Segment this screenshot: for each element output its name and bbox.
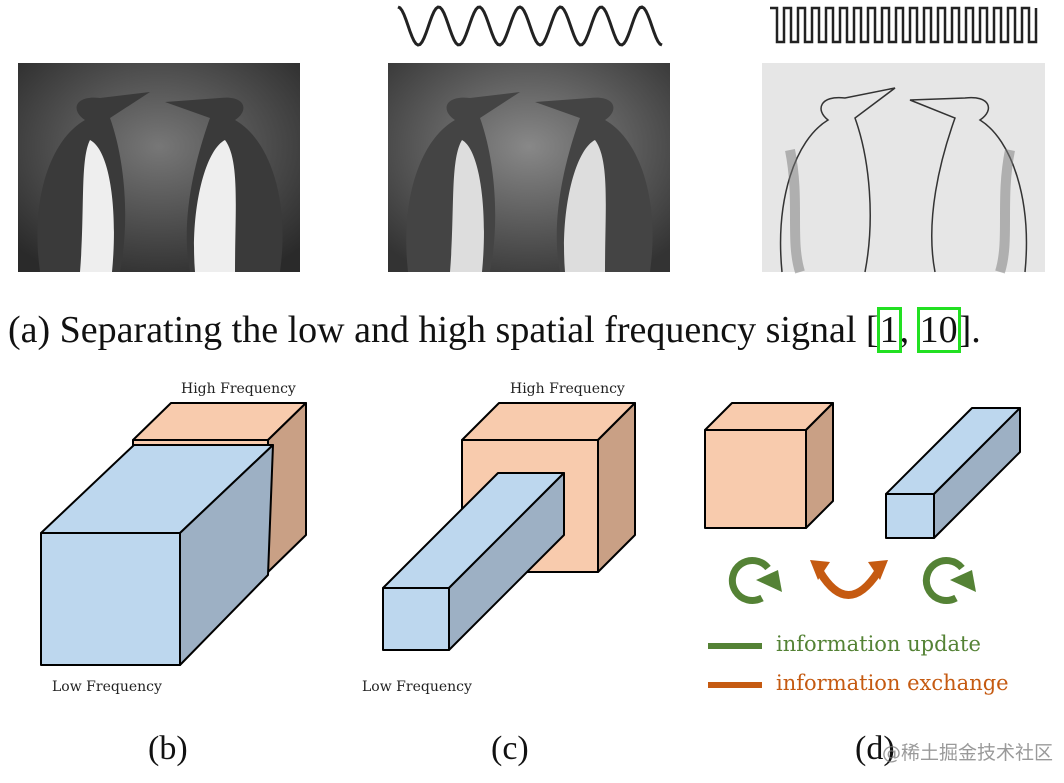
- low-frequency-label-b: Low Frequency: [52, 679, 162, 695]
- legend-swatch-update: [708, 643, 762, 649]
- citation-separator: ,: [899, 309, 919, 351]
- caption-a-suffix: ].: [958, 309, 981, 351]
- penguin-photo-low-frequency: [388, 63, 670, 272]
- low-frequency-wave-icon: [397, 5, 663, 47]
- low-frequency-bar-d: [885, 407, 1021, 539]
- watermark: @稀土掘金技术社区: [882, 742, 1054, 764]
- caption-a: (a) Separating the low and high spatial …: [8, 307, 981, 353]
- caption-b: (b): [148, 730, 188, 767]
- caption-a-text: (a) Separating the low and high spatial …: [8, 309, 879, 351]
- high-frequency-label-c: High Frequency: [510, 381, 625, 397]
- low-frequency-cube-b: [40, 444, 274, 666]
- citation-link-1[interactable]: 1: [876, 307, 902, 353]
- low-frequency-label-c: Low Frequency: [362, 679, 472, 695]
- high-frequency-cube-d: [704, 402, 834, 529]
- citation-link-10[interactable]: 10: [916, 307, 961, 353]
- low-frequency-bar-c: [382, 472, 565, 651]
- legend-swatch-exchange: [708, 682, 762, 688]
- penguin-photo-original: [18, 63, 300, 272]
- penguin-photo-high-frequency: [762, 63, 1045, 274]
- legend-update-label: information update: [776, 632, 981, 656]
- high-frequency-label-b: High Frequency: [181, 381, 296, 397]
- high-frequency-wave-icon: [770, 6, 1038, 44]
- caption-c: (c): [491, 730, 529, 767]
- caption-d: (d): [855, 730, 895, 767]
- update-arrow-high-icon: [728, 556, 782, 604]
- exchange-arrow-icon: [810, 560, 888, 599]
- update-arrow-low-icon: [922, 556, 976, 604]
- legend-exchange-label: information exchange: [776, 671, 1009, 695]
